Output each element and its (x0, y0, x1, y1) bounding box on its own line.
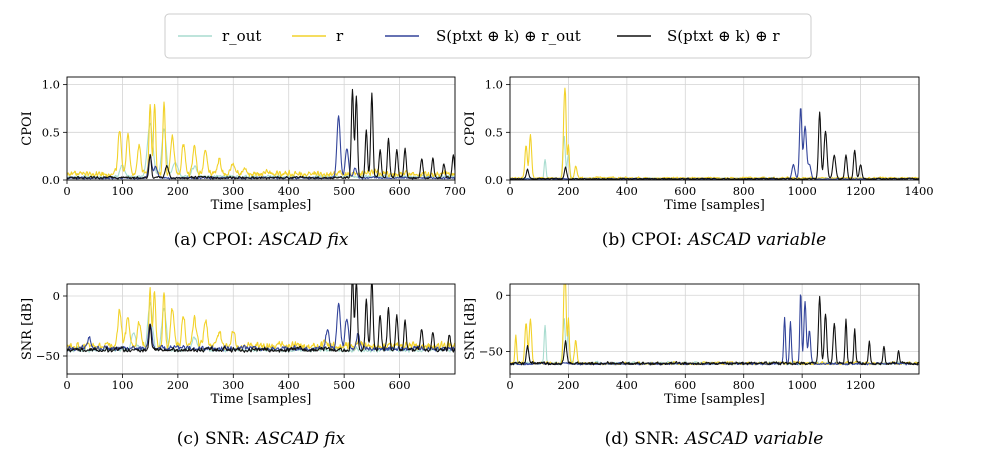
series-line (67, 302, 455, 353)
series-line (510, 295, 919, 366)
x-tick-label: 100 (111, 378, 133, 392)
chart-panel: 0 200 400 600 800 1000 1200 1400 0.0 0.5 1.0 Time [… (463, 76, 934, 250)
x-tick-label: 200 (167, 184, 189, 198)
series-line (67, 284, 455, 353)
y-tick-label: −50 (479, 345, 503, 359)
legend-entry: S(ptxt ⊕ k) ⊕ r (617, 27, 780, 45)
x-axis-label: Time [samples] (211, 392, 312, 407)
x-tick-label: 0 (506, 184, 513, 198)
x-tick-label: 200 (167, 378, 189, 392)
series-line (510, 318, 919, 366)
legend-entry: r (292, 27, 344, 45)
x-tick-label: 700 (444, 184, 466, 198)
x-tick-label: 1000 (788, 184, 817, 198)
legend-entry: S(ptxt ⊕ k) ⊕ r_out (385, 27, 581, 45)
x-axis-label: Time [samples] (664, 392, 765, 407)
x-tick-label: 400 (278, 378, 300, 392)
x-tick-label: 600 (674, 378, 696, 392)
caption-dataset: ASCAD fix (257, 230, 349, 250)
series-line (510, 87, 919, 180)
x-axis-label: Time [samples] (664, 198, 765, 213)
caption-prefix: (a) CPOI: (174, 230, 254, 250)
y-tick-label: 0.0 (485, 173, 503, 187)
x-tick-label: 800 (733, 184, 755, 198)
subfigure-caption: (a) CPOI: ASCAD fix (174, 230, 349, 250)
axes-frame (509, 76, 920, 181)
legend-label: S(ptxt ⊕ k) ⊕ r (667, 27, 780, 45)
y-axis-label: SNR [dB] (463, 298, 478, 360)
subfigure-caption: (d) SNR: ASCAD variable (605, 429, 824, 449)
y-tick-label: 0 (53, 289, 60, 303)
series-line (67, 115, 455, 180)
x-axis-label: Time [samples] (211, 198, 312, 213)
y-axis-label: SNR [dB] (20, 298, 35, 360)
legend-label: r (336, 27, 344, 45)
x-tick-label: 400 (616, 184, 638, 198)
x-tick-label: 500 (333, 184, 355, 198)
chart-panel: 0 100 200 300 400 500 600 −50 0 Time [samples] SNR… (20, 283, 456, 449)
x-tick-label: 1000 (788, 378, 817, 392)
x-tick-label: 1200 (846, 184, 875, 198)
y-tick-label: 0 (496, 288, 503, 302)
series-line (67, 302, 455, 352)
series-line (510, 294, 919, 366)
y-tick-label: 1.0 (42, 78, 60, 92)
x-tick-label: 300 (222, 184, 244, 198)
x-tick-label: 400 (278, 184, 300, 198)
series-line (510, 111, 919, 180)
subfigure-caption: (b) CPOI: ASCAD variable (602, 230, 826, 250)
subfigure-caption: (c) SNR: ASCAD fix (177, 429, 346, 449)
legend-label: S(ptxt ⊕ k) ⊕ r_out (436, 27, 581, 45)
series-line (67, 88, 455, 180)
y-tick-label: 0.5 (42, 125, 60, 139)
caption-prefix: (c) SNR: (177, 429, 250, 449)
x-tick-label: 300 (222, 378, 244, 392)
x-tick-label: 0 (506, 378, 513, 392)
axes-frame (66, 283, 456, 375)
caption-dataset: ASCAD fix (254, 429, 346, 449)
chart-panel: 0 100 200 300 400 500 600 700 0.0 0.5 1.0 Time [sam… (20, 76, 466, 250)
x-tick-label: 600 (389, 184, 411, 198)
x-tick-label: 400 (616, 378, 638, 392)
caption-prefix: (b) CPOI: (602, 230, 682, 250)
y-tick-label: −50 (36, 349, 60, 363)
chart-panel: 0 200 400 600 800 1000 1200 −50 0 Time [samples] S… (463, 283, 920, 449)
caption-dataset: ASCAD variable (686, 230, 826, 250)
caption-dataset: ASCAD variable (683, 429, 823, 449)
x-tick-label: 0 (63, 184, 70, 198)
legend: r_out r S(ptxt ⊕ k) ⊕ r_out S(ptxt ⊕ k) ⊕ r (164, 13, 812, 59)
x-tick-label: 600 (389, 378, 411, 392)
legend-entry: r_out (178, 27, 261, 45)
x-tick-label: 1200 (846, 378, 875, 392)
x-tick-label: 0 (63, 378, 70, 392)
x-tick-label: 500 (333, 378, 355, 392)
axes-frame (509, 283, 920, 375)
y-axis-label: CPOI (463, 111, 478, 146)
series-line (510, 284, 919, 366)
caption-prefix: (d) SNR: (605, 429, 680, 449)
x-tick-label: 200 (557, 378, 579, 392)
x-tick-label: 1400 (904, 184, 933, 198)
legend-frame (164, 13, 812, 59)
y-axis-label: CPOI (20, 111, 35, 146)
x-tick-label: 200 (557, 184, 579, 198)
series-line (510, 135, 919, 180)
axes-frame (66, 76, 456, 181)
legend-label: r_out (222, 27, 261, 45)
x-tick-label: 800 (733, 378, 755, 392)
y-tick-label: 0.5 (485, 125, 503, 139)
series-line (67, 101, 455, 178)
y-tick-label: 1.0 (485, 78, 503, 92)
x-tick-label: 100 (111, 184, 133, 198)
series-line (510, 108, 919, 180)
y-tick-label: 0.0 (42, 173, 60, 187)
x-tick-label: 600 (674, 184, 696, 198)
